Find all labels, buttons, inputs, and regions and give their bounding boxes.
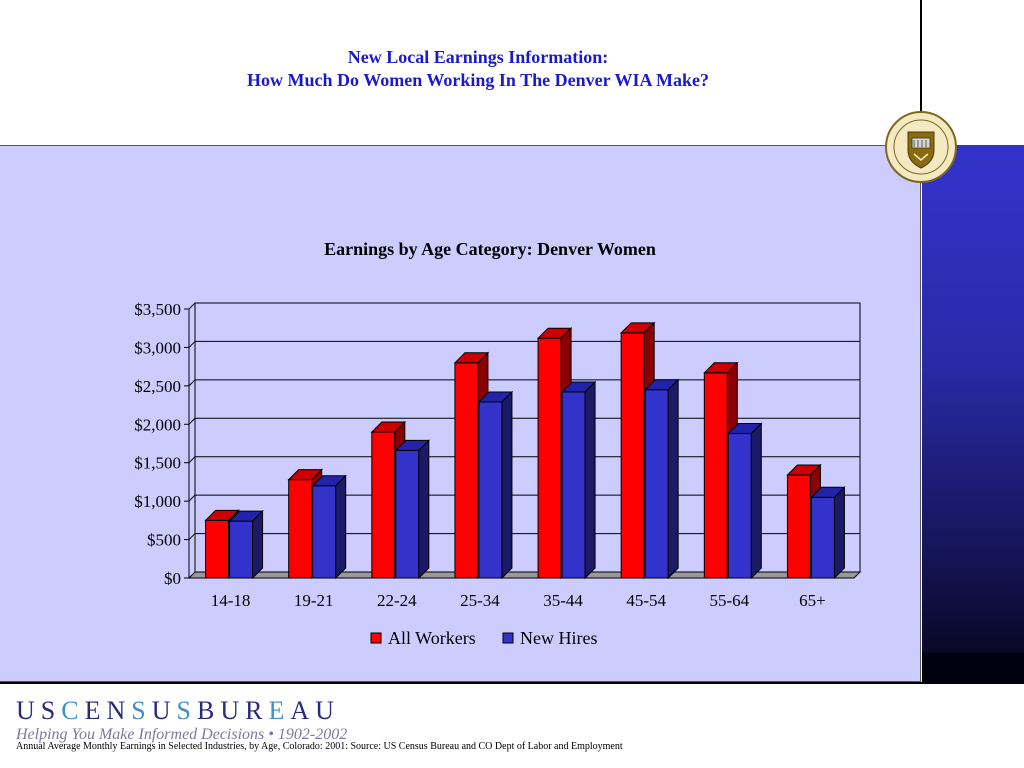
legend-label-new-hires: New Hires	[520, 628, 597, 648]
earnings-chart: Earnings by Age Category: Denver Women $…	[134, 239, 862, 648]
bar-side	[667, 378, 679, 580]
y-tick-label: $2,500	[134, 377, 181, 396]
gridline-depth	[188, 379, 196, 387]
bar-new-hires	[395, 449, 420, 579]
vertical-divider	[920, 0, 922, 145]
logo-letter: S	[176, 696, 197, 725]
y-tick-label: $0	[164, 569, 181, 588]
bar-new-hires	[644, 389, 669, 579]
bar-all-workers	[537, 337, 562, 579]
x-tick-label: 45-54	[626, 591, 666, 610]
bar-side	[418, 439, 430, 580]
logo-letter: E	[268, 696, 291, 725]
logo-letter: U	[220, 696, 246, 725]
bar-new-hires	[727, 433, 752, 579]
bar-side	[584, 380, 596, 580]
gridline-depth	[188, 302, 196, 310]
y-tick-label: $1,000	[134, 492, 181, 511]
side-bar-dark-block	[922, 653, 1024, 682]
chart-legend: All Workers New Hires	[370, 628, 597, 648]
x-tick-label: 35-44	[543, 591, 583, 610]
gridline-depth	[188, 533, 196, 540]
x-tick-label: 55-64	[709, 591, 749, 610]
bar-new-hires	[229, 520, 254, 579]
slide-title-line2: How Much Do Women Working In The Denver …	[247, 70, 709, 90]
logo-letter: U	[151, 696, 177, 725]
x-tick-label: 19-21	[294, 591, 334, 610]
bar-side	[501, 390, 513, 580]
y-tick-label: $3,500	[134, 300, 181, 319]
bar-all-workers	[703, 372, 728, 579]
logo-letter: B	[196, 696, 221, 725]
bar-side	[833, 486, 845, 580]
department-seal-icon	[885, 111, 957, 183]
logo-letter: U	[315, 696, 340, 725]
side-gradient-bar	[922, 145, 1024, 682]
x-tick-label: 25-34	[460, 591, 500, 610]
chart-x-axis: 14-18 19-21 22-24 25-34 35-44 45-54 55-64 65+	[211, 591, 826, 610]
y-tick-label: $3,000	[134, 338, 181, 357]
legend-label-all-workers: All Workers	[388, 628, 476, 648]
census-bureau-logo: USCENSUSBUREAU	[16, 696, 340, 726]
x-tick-label: 22-24	[377, 591, 417, 610]
source-footnote: Annual Average Monthly Earnings in Selec…	[16, 741, 623, 752]
chart-title: Earnings by Age Category: Denver Women	[324, 239, 656, 259]
gridline-depth	[188, 341, 196, 348]
x-tick-label: 14-18	[211, 591, 251, 610]
logo-letter: A	[290, 696, 316, 725]
bar-side	[252, 509, 264, 580]
bar-all-workers	[454, 362, 479, 579]
logo-letter: N	[106, 696, 132, 725]
logo-letter: S	[40, 696, 62, 725]
y-tick-label: $1,500	[134, 454, 181, 473]
logo-letter: U	[16, 696, 41, 725]
y-tick-label: $500	[147, 531, 181, 550]
bar-all-workers	[620, 332, 645, 579]
slide-title: New Local Earnings Information: How Much…	[0, 46, 956, 92]
gridline-depth	[188, 456, 196, 464]
logo-letter: S	[131, 696, 152, 725]
gridline-depth	[188, 417, 196, 425]
bar-all-workers	[205, 519, 230, 579]
chart-y-axis: $0 $500 $1,000 $1,500 $2,000 $2,500 $3,000 $3,5…	[134, 300, 189, 588]
chart-bars	[204, 321, 846, 580]
bar-new-hires	[312, 485, 337, 579]
bar-side	[750, 422, 762, 580]
bar-all-workers	[371, 431, 396, 579]
logo-letter: C	[61, 696, 85, 725]
logo-letter: R	[245, 696, 269, 725]
footer-divider	[0, 682, 1024, 684]
x-tick-label: 65+	[799, 591, 826, 610]
y-tick-label: $2,000	[134, 415, 181, 434]
bar-all-workers	[288, 479, 313, 579]
bar-new-hires	[478, 401, 503, 579]
bar-all-workers	[786, 474, 811, 579]
bar-new-hires	[561, 391, 586, 579]
bar-new-hires	[810, 496, 835, 579]
bar-side	[335, 474, 347, 580]
legend-swatch-new-hires	[502, 632, 514, 644]
gridline-depth	[188, 494, 196, 502]
tagline: Helping You Make Informed Decisions • 19…	[16, 726, 348, 743]
slide-title-line1: New Local Earnings Information:	[347, 47, 609, 67]
legend-swatch-all-workers	[370, 632, 382, 644]
logo-letter: E	[84, 696, 107, 725]
